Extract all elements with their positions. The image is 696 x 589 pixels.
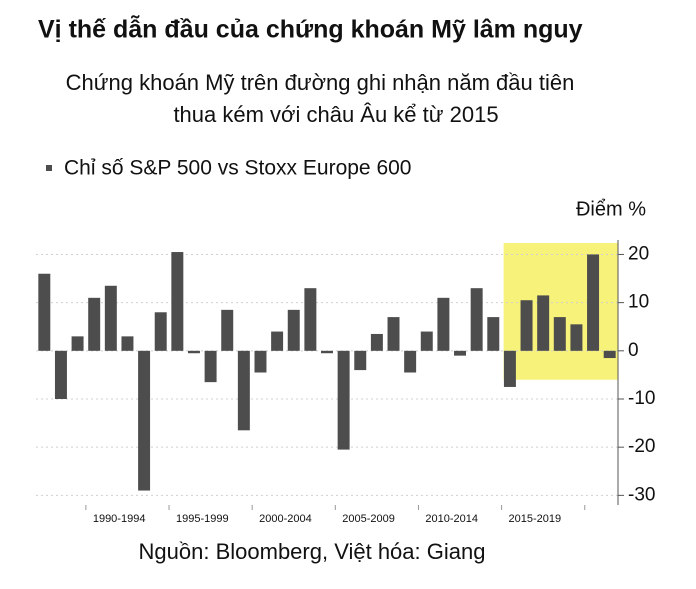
bar	[204, 350, 217, 383]
bar	[503, 350, 516, 387]
legend-label: Chỉ số S&P 500 vs Stoxx Europe 600	[64, 157, 411, 180]
bar	[187, 350, 200, 354]
y-tick-label: 20	[628, 243, 649, 264]
bar	[154, 312, 167, 351]
y-tick-label: -30	[628, 484, 655, 505]
bar	[570, 324, 583, 351]
bar	[38, 273, 51, 351]
bar	[71, 336, 84, 351]
bar	[287, 309, 300, 351]
bar	[487, 317, 500, 351]
bar	[304, 288, 317, 351]
bar	[370, 333, 383, 351]
x-tick-label: 2015-2019	[509, 513, 562, 525]
y-tick-label: 10	[628, 292, 649, 313]
x-tick-label: 2000-2004	[259, 513, 312, 525]
bar	[387, 317, 400, 351]
bar	[337, 350, 350, 450]
bar	[454, 350, 467, 356]
subtitle: Chứng khoán Mỹ trên đường ghi nhận năm đ…	[66, 70, 575, 95]
y-axis-label: Điểm %	[576, 198, 646, 220]
y-tick-label: -20	[628, 436, 655, 457]
bar	[603, 350, 616, 359]
bar	[404, 350, 417, 373]
bar	[54, 350, 67, 399]
bar	[437, 297, 450, 351]
x-tick-label: 2010-2014	[425, 513, 478, 525]
x-tick-label: 1995-1999	[176, 513, 229, 525]
bar	[537, 295, 550, 351]
source: Nguồn: Bloomberg, Việt hóa: Giang	[139, 539, 486, 564]
bar	[271, 331, 284, 351]
x-tick-label: 1990-1994	[93, 513, 146, 525]
bar	[354, 350, 367, 371]
y-tick-label: 0	[628, 340, 639, 361]
x-tick-label: 2005-2009	[342, 513, 395, 525]
subtitle: thua kém với châu Âu kể từ 2015	[173, 102, 498, 127]
bar	[254, 350, 267, 373]
bar	[138, 350, 151, 491]
bar	[104, 285, 117, 351]
legend-swatch	[46, 165, 52, 171]
bar	[171, 252, 184, 351]
bar	[221, 309, 234, 351]
bar	[553, 317, 566, 351]
bar	[121, 336, 134, 351]
y-tick-label: -10	[628, 388, 655, 409]
bar	[88, 297, 101, 351]
bar	[587, 254, 600, 351]
bar	[520, 300, 533, 351]
bar	[470, 288, 483, 351]
chart-title: Vị thế dẫn đầu của chứng khoán Mỹ lâm ng…	[38, 14, 583, 44]
bar	[420, 331, 433, 351]
bar	[237, 350, 250, 431]
bar	[321, 350, 333, 354]
